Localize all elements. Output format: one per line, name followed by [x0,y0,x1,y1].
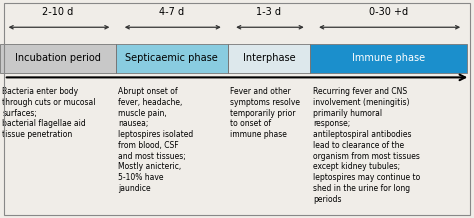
FancyBboxPatch shape [310,44,467,73]
Text: Interphase: Interphase [243,53,295,63]
Text: Bacteria enter body
through cuts or mucosal
surfaces;
bacterial flagellae aid
ti: Bacteria enter body through cuts or muco… [2,87,96,139]
Text: 4-7 d: 4-7 d [159,7,184,17]
Text: Septicaemic phase: Septicaemic phase [126,53,218,63]
Text: Fever and other
symptoms resolve
temporarily prior
to onset of
immune phase: Fever and other symptoms resolve tempora… [230,87,300,139]
Text: Immune phase: Immune phase [352,53,425,63]
FancyBboxPatch shape [0,44,116,73]
Text: Abrupt onset of
fever, headache,
muscle pain,
nausea;
leptospires isolated
from : Abrupt onset of fever, headache, muscle … [118,87,194,193]
Text: 0-30 +d: 0-30 +d [369,7,408,17]
Text: Incubation period: Incubation period [15,53,101,63]
Text: 1-3 d: 1-3 d [256,7,281,17]
Text: 2-10 d: 2-10 d [42,7,73,17]
FancyBboxPatch shape [116,44,228,73]
FancyBboxPatch shape [228,44,310,73]
Text: Recurring fever and CNS
involvement (meningitis)
primarily humoral
response;
ant: Recurring fever and CNS involvement (men… [313,87,420,204]
